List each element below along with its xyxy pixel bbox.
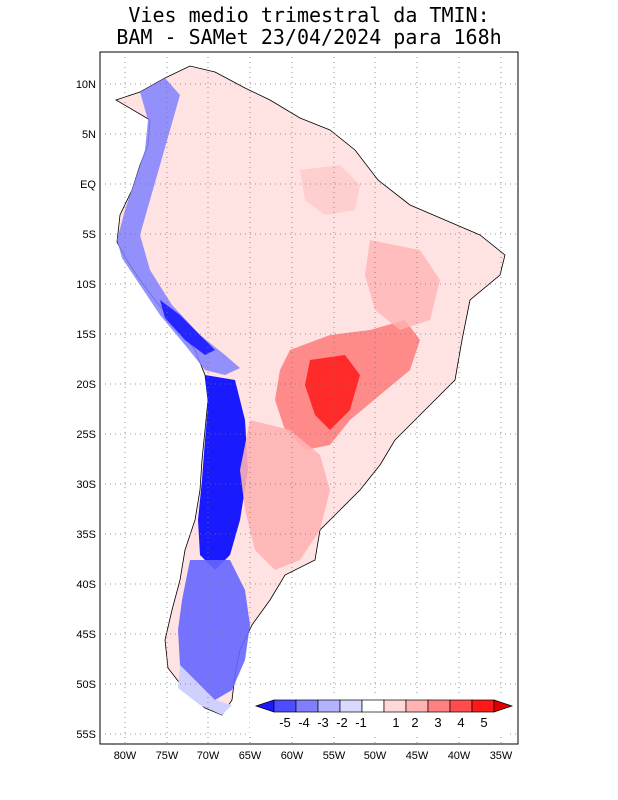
colorbar-swatch: [295, 699, 319, 713]
colorbar-swatch: [405, 699, 429, 713]
lat-label: 30S: [76, 479, 96, 491]
colorbar-swatch: [339, 699, 363, 713]
lat-label: 5N: [82, 129, 96, 141]
chile-cold-anomaly: [198, 375, 248, 570]
lon-label: 40W: [448, 750, 471, 762]
lat-label: 10N: [76, 79, 96, 91]
lat-label: 25S: [76, 429, 96, 441]
longitude-labels: 80W 75W 70W 65W 60W 55W 50W 45W 40W 35W: [114, 750, 513, 762]
lon-label: 75W: [156, 750, 179, 762]
lat-label: 40S: [76, 579, 96, 591]
colorbar: [254, 699, 514, 713]
colorbar-label: -3: [317, 715, 329, 730]
lon-label: 65W: [239, 750, 262, 762]
lat-label: 55S: [76, 729, 96, 741]
lon-label: 50W: [364, 750, 387, 762]
amazon-warm-anomaly: [300, 165, 360, 215]
lat-label: 20S: [76, 379, 96, 391]
patagonia-light-cold: [178, 665, 232, 715]
lat-label: 45S: [76, 629, 96, 641]
lat-label: 50S: [76, 679, 96, 691]
lon-label: 80W: [114, 750, 137, 762]
colorbar-arrow-right: [493, 699, 514, 713]
colorbar-label: -5: [279, 715, 291, 730]
colorbar-label: -1: [355, 715, 367, 730]
northeast-warm-anomaly: [365, 240, 440, 330]
patagonia-cold-anomaly: [178, 560, 250, 700]
lon-label: 70W: [197, 750, 220, 762]
lon-label: 60W: [281, 750, 304, 762]
colorbar-swatch: [427, 699, 451, 713]
lon-label: 35W: [490, 750, 513, 762]
colorbar-label: 2: [411, 715, 418, 730]
colorbar-swatch: [273, 699, 297, 713]
southeast-warm-anomaly: [240, 420, 330, 570]
map-title-line1: Vies medio trimestral da TMIN:: [128, 3, 490, 27]
andes-cold-anomaly-core: [160, 300, 215, 355]
colorbar-swatch: [383, 699, 407, 713]
lon-label: 45W: [406, 750, 429, 762]
warm-core-anomaly: [305, 355, 360, 430]
lat-label: 10S: [76, 279, 96, 291]
map-title-line2: BAM - SAMet 23/04/2024 para 168h: [116, 25, 502, 49]
colorbar-swatch: [449, 699, 473, 713]
colorbar-label: 5: [480, 715, 487, 730]
colorbar-label: -4: [298, 715, 310, 730]
map-grid: [100, 52, 518, 744]
colorbar-swatch: [361, 699, 385, 713]
lat-label: 5S: [83, 229, 96, 241]
colorbar-labels: -5 -4 -3 -2 -1 1 2 3 4 5: [279, 715, 487, 730]
lat-label: 15S: [76, 329, 96, 341]
colorbar-label: 4: [457, 715, 464, 730]
colorbar-swatch: [317, 699, 341, 713]
colorbar-swatch: [471, 699, 495, 713]
lon-label: 55W: [323, 750, 346, 762]
lat-label: 35S: [76, 529, 96, 541]
colorbar-label: 1: [392, 715, 399, 730]
colorbar-label: 3: [434, 715, 441, 730]
lat-label: EQ: [80, 179, 96, 191]
latitude-labels: 10N 5N EQ 5S 10S 15S 20S 25S 30S 35S 40S…: [76, 79, 97, 741]
colorbar-label: -2: [336, 715, 348, 730]
andes-cold-anomaly-north: [117, 78, 240, 375]
